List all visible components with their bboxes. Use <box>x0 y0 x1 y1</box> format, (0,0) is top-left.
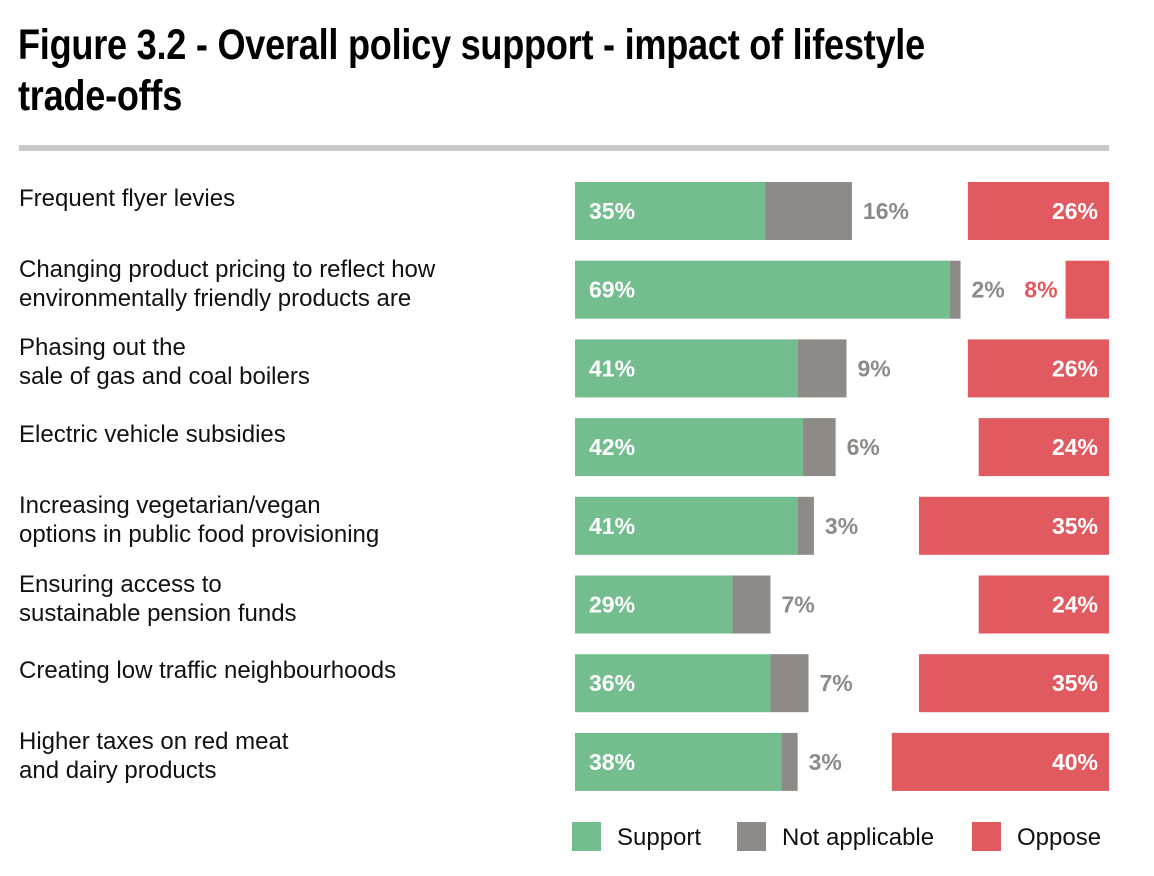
category-label-line: and dairy products <box>19 756 217 784</box>
bar-support <box>575 418 804 477</box>
data-label-support: 69% <box>589 277 635 303</box>
legend-swatch <box>572 822 601 851</box>
data-label-not-applicable: 7% <box>819 670 852 696</box>
category-label: Changing product pricing to reflect how e… <box>19 255 559 313</box>
category-label: Increasing vegetarian/vegan options in pu… <box>19 491 559 549</box>
category-label-line: Frequent flyer levies <box>19 185 236 212</box>
data-label-support: 42% <box>589 434 635 460</box>
data-label-not-applicable: 3% <box>809 749 842 775</box>
category-label-line: Phasing out the <box>19 334 186 362</box>
data-label-support: 41% <box>589 355 635 381</box>
category-label: Higher taxes on red meat and dairy produc… <box>19 727 559 785</box>
data-label-oppose: 8% <box>1024 277 1057 303</box>
bar-support <box>575 732 782 791</box>
category-label-line: Ensuring access to <box>19 570 222 598</box>
legend-label: Oppose <box>1017 824 1102 851</box>
data-label-oppose: 26% <box>1052 198 1098 224</box>
category-label-line: Changing product pricing to reflect how <box>19 255 436 283</box>
bar-support <box>575 182 766 240</box>
category-label-line: Electric vehicle subsidies <box>19 421 286 449</box>
bar-not-applicable <box>781 732 798 791</box>
data-label-not-applicable: 3% <box>825 513 858 539</box>
category-label-line: options in public food provisioning <box>19 520 380 548</box>
category-label-line: sustainable pension funds <box>19 599 297 627</box>
category-label-line: sale of gas and coal boilers <box>19 363 310 391</box>
data-label-support: 36% <box>589 670 635 696</box>
data-label-not-applicable: 9% <box>858 355 891 381</box>
bar-support <box>575 339 798 398</box>
bar-oppose <box>967 339 1109 398</box>
bar-not-applicable <box>732 575 771 634</box>
bar-not-applicable <box>949 260 961 319</box>
bar-support <box>575 260 950 319</box>
bar-not-applicable <box>803 418 836 477</box>
data-label-support: 38% <box>589 749 635 775</box>
bar-oppose <box>967 182 1109 240</box>
bar-not-applicable <box>770 654 809 713</box>
data-label-support: 41% <box>589 513 635 539</box>
bar-support <box>575 575 733 634</box>
data-label-oppose: 35% <box>1052 670 1098 696</box>
data-label-support: 35% <box>589 198 635 224</box>
data-label-oppose: 40% <box>1052 749 1098 775</box>
bar-oppose <box>978 418 1109 477</box>
data-label-support: 29% <box>589 592 635 618</box>
data-label-not-applicable: 7% <box>781 592 814 618</box>
bar-not-applicable <box>765 182 852 240</box>
category-label-line: Increasing vegetarian/vegan <box>19 491 321 519</box>
legend-label: Support <box>617 824 702 851</box>
category-label: Frequent flyer levies <box>19 184 559 213</box>
legend-swatch <box>972 822 1001 851</box>
bar-oppose <box>918 496 1109 555</box>
data-label-oppose: 24% <box>1052 592 1098 618</box>
category-label: Ensuring access to sustainable pension fu… <box>19 570 559 628</box>
category-label-line: Higher taxes on red meat <box>19 727 289 755</box>
bar-support <box>575 496 798 555</box>
bar-not-applicable <box>797 496 814 555</box>
data-label-not-applicable: 2% <box>972 277 1005 303</box>
data-label-not-applicable: 16% <box>863 198 909 224</box>
category-label: Creating low traffic neighbourhoods <box>19 656 559 685</box>
bar-support <box>575 654 771 713</box>
category-label-line: Creating low traffic neighbourhoods <box>19 657 397 685</box>
category-label: Electric vehicle subsidies <box>19 420 559 449</box>
bar-not-applicable <box>797 339 847 398</box>
bar-oppose <box>891 732 1109 791</box>
chart-title: Figure 3.2 - Overall policy support - im… <box>18 21 925 120</box>
bar-oppose <box>918 654 1109 713</box>
legend-swatch <box>737 822 766 851</box>
data-label-oppose: 24% <box>1052 434 1098 460</box>
data-label-oppose: 26% <box>1052 355 1098 381</box>
data-label-oppose: 35% <box>1052 513 1098 539</box>
data-label-not-applicable: 6% <box>847 434 880 460</box>
category-label: Phasing out the sale of gas and coal boil… <box>19 333 559 391</box>
bar-oppose <box>978 575 1109 634</box>
category-label-line: environmentally friendly products are <box>19 284 412 312</box>
legend-label: Not applicable <box>782 824 935 851</box>
title-divider <box>19 145 1109 151</box>
bar-oppose <box>1065 260 1109 319</box>
